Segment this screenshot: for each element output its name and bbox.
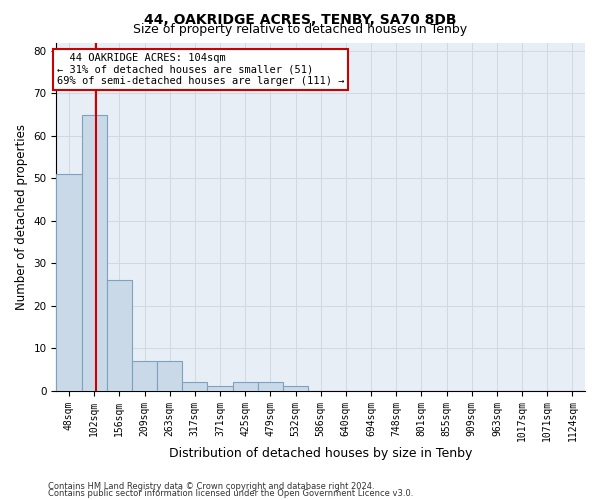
- Text: 44, OAKRIDGE ACRES, TENBY, SA70 8DB: 44, OAKRIDGE ACRES, TENBY, SA70 8DB: [144, 12, 456, 26]
- Bar: [157, 361, 182, 390]
- Bar: [82, 114, 107, 390]
- Bar: [132, 361, 157, 390]
- Y-axis label: Number of detached properties: Number of detached properties: [15, 124, 28, 310]
- Text: 44 OAKRIDGE ACRES: 104sqm
← 31% of detached houses are smaller (51)
69% of semi-: 44 OAKRIDGE ACRES: 104sqm ← 31% of detac…: [57, 53, 344, 86]
- Bar: [56, 174, 82, 390]
- Text: Contains HM Land Registry data © Crown copyright and database right 2024.: Contains HM Land Registry data © Crown c…: [48, 482, 374, 491]
- Bar: [182, 382, 208, 390]
- Bar: [283, 386, 308, 390]
- Bar: [107, 280, 132, 390]
- Text: Size of property relative to detached houses in Tenby: Size of property relative to detached ho…: [133, 22, 467, 36]
- Bar: [208, 386, 233, 390]
- Text: Contains public sector information licensed under the Open Government Licence v3: Contains public sector information licen…: [48, 490, 413, 498]
- Bar: [258, 382, 283, 390]
- X-axis label: Distribution of detached houses by size in Tenby: Distribution of detached houses by size …: [169, 447, 472, 460]
- Bar: [233, 382, 258, 390]
